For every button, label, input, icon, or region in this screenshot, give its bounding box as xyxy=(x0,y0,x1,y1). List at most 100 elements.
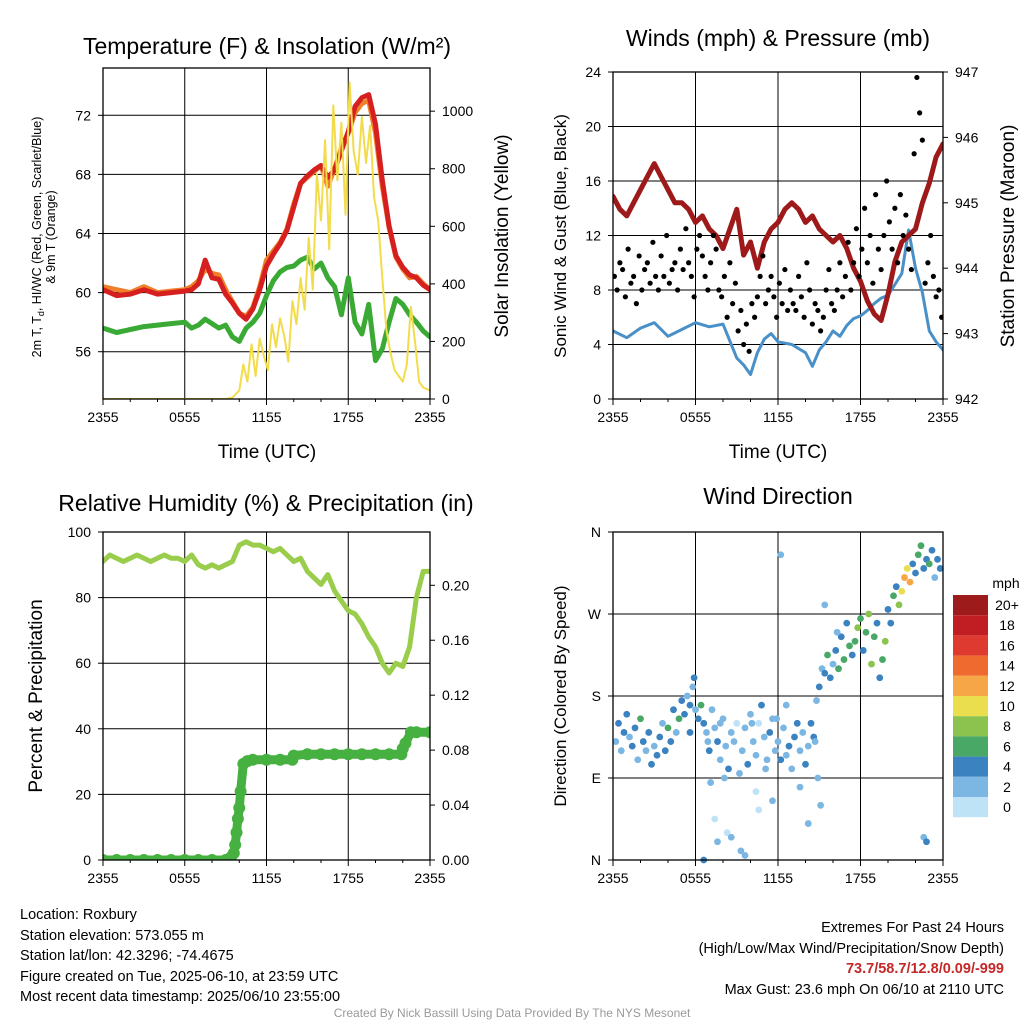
elevation-text: Station elevation: 573.055 m xyxy=(20,927,204,944)
data-point xyxy=(823,287,829,293)
y-tick-label: 64 xyxy=(75,226,91,242)
wind-direction-point xyxy=(909,560,917,568)
data-point xyxy=(933,294,939,300)
y2-tick-label: 945 xyxy=(955,195,979,211)
data-point xyxy=(702,273,708,279)
y-tick-label: 24 xyxy=(585,64,601,80)
wind-direction-point xyxy=(821,601,829,609)
data-point xyxy=(807,287,813,293)
wind-direction-point xyxy=(628,742,636,750)
wind-direction-point xyxy=(848,651,856,659)
wind-direction-point xyxy=(912,569,919,577)
data-point xyxy=(727,260,733,266)
data-point xyxy=(768,273,774,279)
x-tick-label: 1755 xyxy=(845,870,876,886)
legend-label: 16 xyxy=(999,637,1015,653)
wind-direction-point xyxy=(612,738,620,745)
y-tick-label: 16 xyxy=(585,173,601,189)
data-point xyxy=(754,294,760,300)
wind-direction-point xyxy=(690,674,698,682)
wind-direction-point xyxy=(793,719,801,727)
wind-direction-point xyxy=(811,738,819,745)
winds-chart: 2355 0555 1155 1755 2355 0 4 8 12 16 20 24 942 943 944… xyxy=(551,25,1019,463)
series-line xyxy=(103,92,430,322)
legend-swatch xyxy=(953,635,988,656)
wind-direction-point xyxy=(730,738,738,745)
wind-direction-point xyxy=(903,565,911,572)
wind-direction-point xyxy=(870,633,878,641)
wind-direction-point xyxy=(689,683,697,691)
y-tick-label: 20 xyxy=(585,119,601,135)
legend-label: 12 xyxy=(999,678,1015,694)
y2-tick-label: 0.16 xyxy=(442,632,469,648)
plot-border xyxy=(102,531,431,861)
recent-data-text: Most recent data timestamp: 2025/06/10 2… xyxy=(20,989,341,1005)
wind-direction-point xyxy=(895,601,903,609)
data-point xyxy=(856,273,862,279)
data-point xyxy=(884,178,890,184)
data-point xyxy=(151,854,164,860)
x-axis-label: Time (UTC) xyxy=(218,442,317,463)
data-point xyxy=(424,726,430,739)
data-point xyxy=(655,287,661,293)
y-tick-label: 12 xyxy=(585,228,601,244)
series xyxy=(103,254,430,364)
data-point xyxy=(845,239,851,245)
legend-label: 20+ xyxy=(995,597,1019,613)
data-point xyxy=(680,266,686,273)
wind-direction-point xyxy=(720,774,728,782)
y2-tick-label: 946 xyxy=(955,129,979,145)
data-point xyxy=(708,260,714,266)
wind-direction-point xyxy=(631,724,639,732)
data-point xyxy=(774,314,780,320)
x-tick-label: 2355 xyxy=(927,409,958,425)
data-point xyxy=(878,266,884,273)
data-point xyxy=(732,280,738,286)
wind-direction-point xyxy=(747,710,754,718)
data-point xyxy=(779,301,785,307)
data-point xyxy=(936,287,942,293)
data-point xyxy=(892,205,898,211)
data-point xyxy=(785,307,791,314)
wind-direction-point xyxy=(799,729,807,736)
wind-direction-point xyxy=(639,738,647,745)
speed-legend: mph 20+ 18 16 14 12 10 8 6 4 2 0 xyxy=(953,575,1020,818)
wind-direction-point xyxy=(802,760,809,768)
wind-direction-point xyxy=(686,729,694,736)
wind-direction-point xyxy=(722,742,730,750)
created-text: Figure created on Tue, 2025-06-10, at 23… xyxy=(20,968,339,985)
data-point xyxy=(664,232,670,239)
wind-direction-point xyxy=(791,733,798,741)
wind-direction-point xyxy=(672,729,680,736)
x-tick-label: 2355 xyxy=(414,409,445,425)
data-point xyxy=(851,260,857,266)
humidity-chart: 2355 0555 1155 1755 2355 0 20 40 60 80 100 0.00 0.04… xyxy=(26,490,474,886)
data-point xyxy=(897,192,903,198)
wind-direction-point xyxy=(678,697,686,704)
data-point xyxy=(787,287,793,293)
data-point xyxy=(831,307,837,314)
data-point xyxy=(639,287,645,293)
chart-title: Relative Humidity (%) & Precipitation (i… xyxy=(58,490,473,516)
wind-direction-point xyxy=(835,665,842,673)
wind-direction-point xyxy=(650,742,658,750)
y-tick-label: W xyxy=(588,606,602,622)
data-point xyxy=(763,301,769,307)
legend-swatch xyxy=(953,776,988,797)
data-point xyxy=(124,854,137,860)
y-tick-label: 68 xyxy=(75,166,91,182)
wind-direction-point xyxy=(736,770,743,777)
wind-direction-point xyxy=(840,656,848,663)
data-point xyxy=(287,749,300,762)
data-point xyxy=(691,294,697,300)
data-point xyxy=(274,753,287,766)
data-point xyxy=(903,212,909,218)
data-point xyxy=(719,294,725,300)
data-point xyxy=(798,294,804,300)
wind-direction-point xyxy=(752,788,760,796)
data-point xyxy=(328,748,341,761)
chart-title: Winds (mph) & Pressure (mb) xyxy=(626,25,930,51)
data-point xyxy=(636,253,642,259)
y-tick-label: E xyxy=(592,770,601,786)
wind-direction-point xyxy=(846,642,853,650)
